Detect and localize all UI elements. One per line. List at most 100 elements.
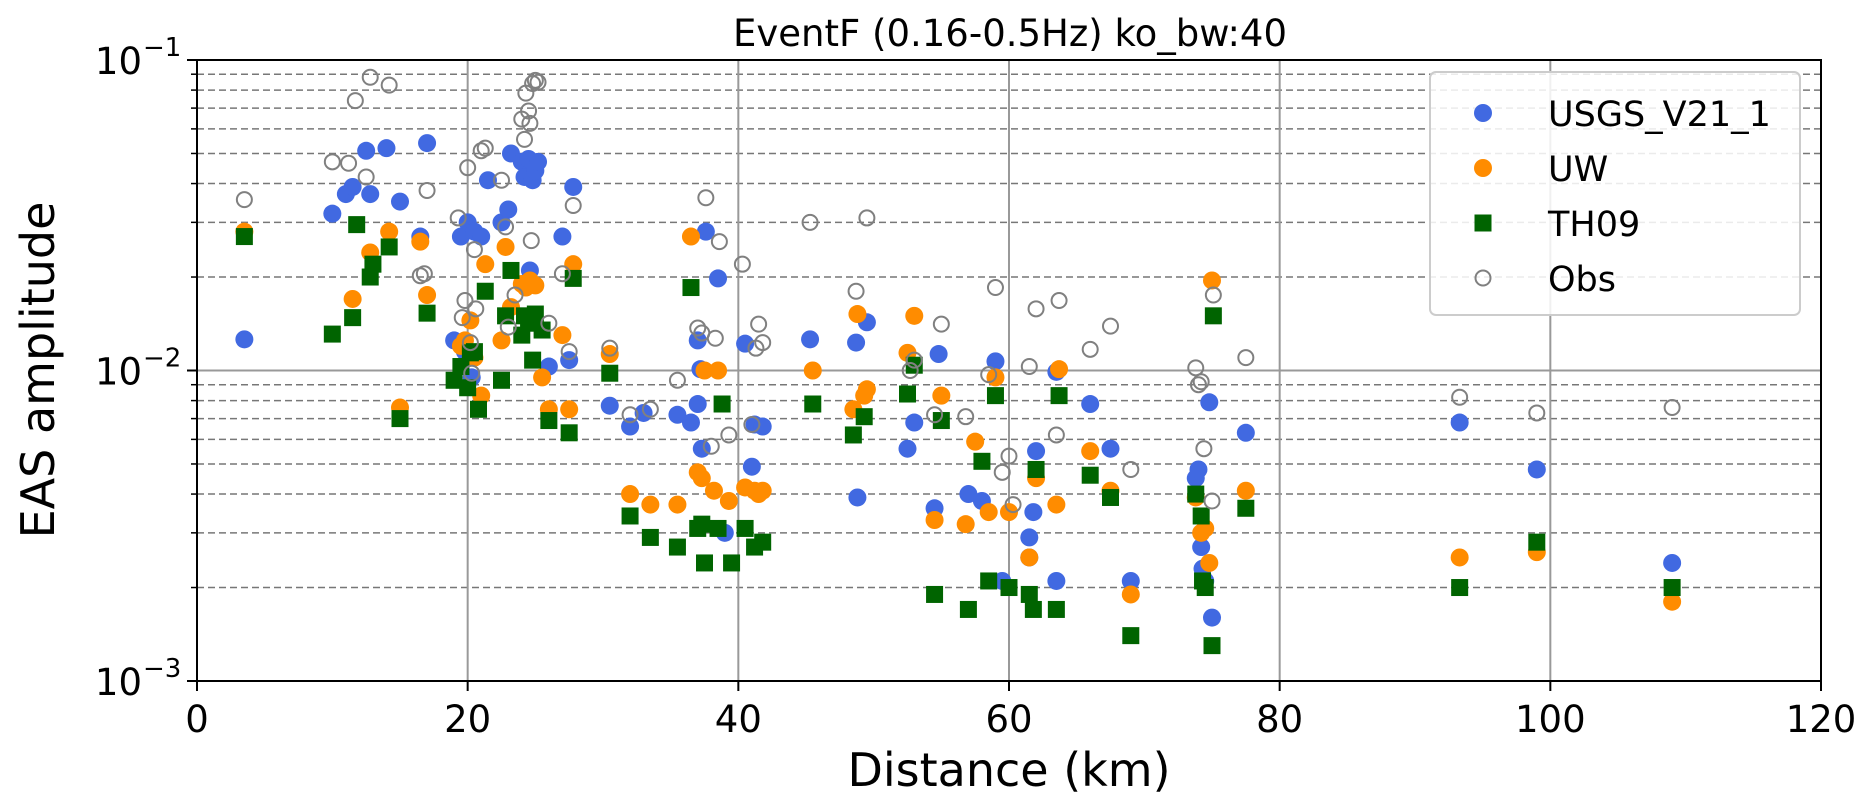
data-point [1122, 460, 1140, 478]
data-point [899, 385, 916, 403]
data-point [493, 371, 510, 389]
data-point [621, 406, 639, 424]
data-point [465, 343, 483, 361]
data-point [1000, 447, 1018, 465]
data-point [1020, 548, 1039, 567]
data-point [418, 134, 437, 153]
data-point [476, 139, 494, 157]
data-point [695, 361, 714, 380]
legend-entry: Obs [1474, 260, 1616, 300]
data-point [323, 204, 342, 223]
y-tick-label: 10 [95, 351, 142, 394]
data-point [980, 572, 998, 590]
data-point [986, 387, 1004, 405]
data-point [855, 408, 873, 426]
data-point [526, 305, 544, 323]
data-point [526, 71, 544, 89]
data-point [601, 339, 619, 357]
data-point [520, 102, 538, 120]
data-point [957, 408, 975, 426]
y-axis-label: EAS amplitude [11, 202, 65, 539]
data-point [709, 519, 727, 537]
data-point [1020, 585, 1038, 603]
data-point [1081, 442, 1100, 461]
data-point [1203, 637, 1221, 655]
axes: 10 −310 −210 −10 20 40 60 80 100 120 [95, 33, 1856, 741]
data-point [453, 309, 471, 327]
data-point [499, 200, 518, 219]
data-point [1121, 585, 1140, 604]
data-point [361, 268, 379, 286]
data-point [753, 417, 772, 436]
series-usgs-v21-1 [235, 134, 1682, 627]
x-tick-label: 20 [444, 698, 491, 741]
data-point [1528, 533, 1546, 551]
data-point [418, 181, 436, 199]
data-point [476, 255, 495, 274]
data-point [449, 209, 467, 227]
data-point [696, 554, 713, 572]
data-point [1200, 553, 1219, 572]
data-point [493, 171, 510, 189]
data-point [472, 142, 490, 160]
data-point [418, 304, 436, 322]
data-point [529, 73, 547, 91]
data-point [502, 261, 520, 279]
data-point [380, 222, 399, 241]
data-point [461, 334, 479, 352]
data-point [1050, 360, 1069, 379]
data-point [929, 345, 948, 364]
data-point [343, 289, 362, 308]
data-point [1189, 460, 1208, 479]
data-point [377, 139, 396, 158]
data-point [1450, 413, 1469, 432]
legend-marker [1474, 269, 1492, 287]
data-point [1192, 507, 1210, 525]
data-point [380, 76, 398, 94]
data-point [801, 330, 820, 349]
data-point [621, 507, 639, 525]
chart-title: EventF (0.16-0.5Hz) ko_bw:40 [733, 12, 1287, 55]
data-point [472, 386, 491, 405]
data-point [706, 329, 724, 347]
data-point [418, 286, 437, 305]
data-point [1187, 485, 1205, 503]
data-point [467, 300, 485, 318]
data-point [1196, 579, 1214, 597]
data-point [1204, 307, 1222, 325]
data-point [1102, 488, 1119, 506]
series-uw [235, 222, 1682, 611]
legend-label: TH09 [1547, 205, 1640, 245]
data-point [411, 232, 430, 251]
data-point [497, 218, 515, 236]
data-point [1027, 442, 1046, 461]
data-point [463, 364, 481, 382]
data-point [1047, 495, 1066, 514]
data-point [986, 279, 1004, 297]
data-point [323, 325, 341, 343]
data-point [529, 152, 548, 171]
data-point [456, 292, 474, 310]
data-point [235, 228, 253, 246]
data-point [1663, 399, 1681, 417]
legend-entry: UW [1474, 150, 1608, 190]
data-point [526, 276, 545, 295]
data-point [688, 395, 707, 414]
data-point [1027, 460, 1045, 478]
data-point [668, 495, 687, 514]
data-point [564, 177, 583, 196]
x-axis-label: Distance (km) [847, 743, 1170, 797]
data-point [668, 371, 686, 389]
data-point [1000, 579, 1018, 597]
data-point [540, 412, 558, 430]
legend-label: Obs [1548, 260, 1616, 300]
x-tick-label: 40 [715, 698, 762, 741]
data-point [1081, 395, 1100, 414]
data-point [736, 519, 754, 537]
x-tick-label: 80 [1256, 698, 1303, 741]
data-point [980, 366, 998, 384]
data-point [932, 315, 950, 333]
data-point [235, 191, 253, 209]
data-point [847, 282, 865, 300]
data-point [533, 368, 552, 387]
